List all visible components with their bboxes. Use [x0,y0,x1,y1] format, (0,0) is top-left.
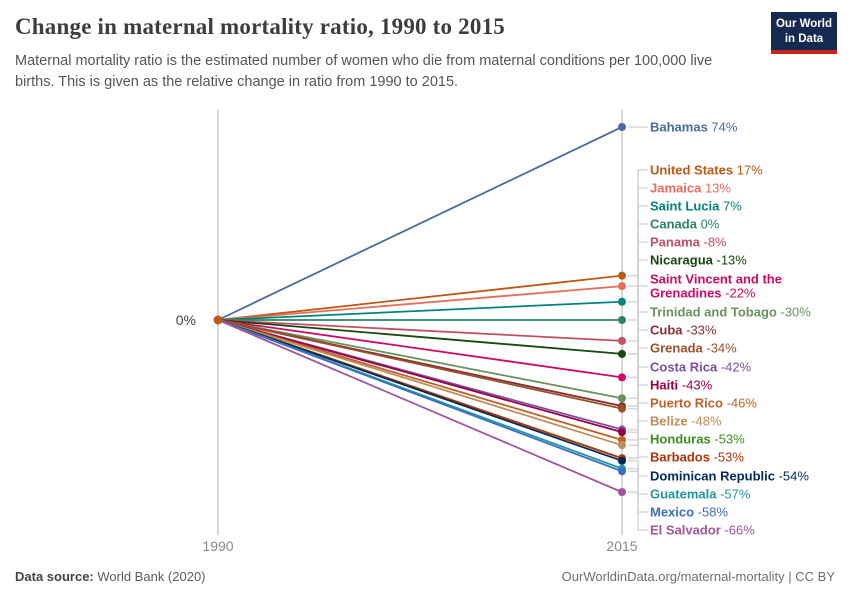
series-line-united-states[interactable] [217,274,623,321]
series-line-haiti[interactable] [217,319,623,434]
series-label-saint-vincent-and-the-grenadines[interactable]: Saint Vincent and the Grenadines -22% [650,272,782,301]
series-label-bahamas[interactable]: Bahamas 74% [650,120,738,135]
data-source-label: Data source: [15,569,94,584]
series-label-el-salvador[interactable]: El Salvador -66% [650,523,755,538]
series-line-bahamas[interactable] [217,126,623,321]
series-dot-haiti[interactable] [618,428,626,437]
series-line-mexico[interactable] [217,319,623,473]
series-line-grenada[interactable] [217,319,623,410]
series-line-el-salvador[interactable] [217,319,623,493]
series-label-costa-rica[interactable]: Costa Rica -42% [650,360,752,375]
owid-logo[interactable]: Our World in Data [771,12,837,54]
series-label-puerto-rico[interactable]: Puerto Rico -46% [650,396,757,411]
logo-text-line1: Our World [775,18,832,30]
series-dot-nicaragua[interactable] [618,349,626,358]
x-tick-1990: 1990 [202,538,233,554]
series-label-haiti[interactable]: Haiti -43% [650,378,713,393]
chart-footer: Data source: World Bank (2020) OurWorldi… [15,569,835,584]
series-label-barbados[interactable]: Barbados -53% [650,450,744,465]
series-label-trinidad-and-tobago[interactable]: Trinidad and Tobago -30% [650,305,811,320]
series-dot-saint-lucia[interactable] [618,297,626,306]
chart-header: Change in maternal mortality ratio, 1990… [15,14,835,93]
series-label-nicaragua[interactable]: Nicaragua -13% [650,253,747,268]
attribution-link[interactable]: OurWorldinData.org/maternal-mortality | … [561,569,835,584]
series-dot-dominican-republic[interactable] [618,456,626,465]
x-tick-2015: 2015 [606,538,637,554]
leader-line-el-salvador [628,491,648,531]
leader-line-barbados [628,456,648,460]
baseline-zero-label: 0% [176,312,196,328]
series-dot-united-states[interactable] [618,271,626,280]
series-label-guatemala[interactable]: Guatemala -57% [650,487,751,502]
series-line-saint-vincent-and-the-grenadines[interactable] [217,319,623,379]
chart-subtitle: Maternal mortality ratio is the estimate… [15,53,713,91]
series-dot-saint-vincent-and-the-grenadines[interactable] [618,373,626,382]
series-label-panama[interactable]: Panama -8% [650,235,727,250]
series-line-panama[interactable] [217,319,623,342]
origin-dot [213,315,223,325]
series-dot-panama[interactable] [618,336,626,345]
series-dot-bahamas[interactable] [618,123,626,132]
series-line-nicaragua[interactable] [217,319,623,355]
data-source-value: World Bank (2020) [93,569,206,584]
series-line-belize[interactable] [217,319,623,447]
series-label-mexico[interactable]: Mexico -58% [650,505,728,520]
series-dot-canada[interactable] [618,316,626,324]
series-dot-jamaica[interactable] [618,282,626,291]
series-line-jamaica[interactable] [217,285,623,321]
series-label-honduras[interactable]: Honduras -53% [650,432,745,447]
data-source: Data source: World Bank (2020) [15,569,206,584]
leader-line-belize [628,420,648,446]
series-label-grenada[interactable]: Grenada -34% [650,341,737,356]
series-label-jamaica[interactable]: Jamaica 13% [650,181,731,196]
series-line-saint-lucia[interactable] [217,300,623,321]
series-dot-el-salvador[interactable] [618,488,626,497]
series-line-dominican-republic[interactable] [217,319,623,462]
series-dot-trinidad-and-tobago[interactable] [618,394,626,403]
series-label-cuba[interactable]: Cuba -33% [650,323,717,338]
series-line-trinidad-and-tobago[interactable] [217,319,623,400]
page-title: Change in maternal mortality ratio, 1990… [15,14,505,39]
leader-line-honduras [628,438,648,460]
series-label-saint-lucia[interactable]: Saint Lucia 7% [650,199,742,214]
series-label-canada[interactable]: Canada 0% [650,217,720,232]
series-dot-belize[interactable] [618,441,626,450]
series-label-dominican-republic[interactable]: Dominican Republic -54% [650,469,809,484]
series-label-united-states[interactable]: United States 17% [650,163,763,178]
series-label-belize[interactable]: Belize -48% [650,414,722,429]
logo-text-line2: in Data [784,32,824,45]
series-dot-grenada[interactable] [618,404,626,413]
series-dot-mexico[interactable] [618,467,626,476]
